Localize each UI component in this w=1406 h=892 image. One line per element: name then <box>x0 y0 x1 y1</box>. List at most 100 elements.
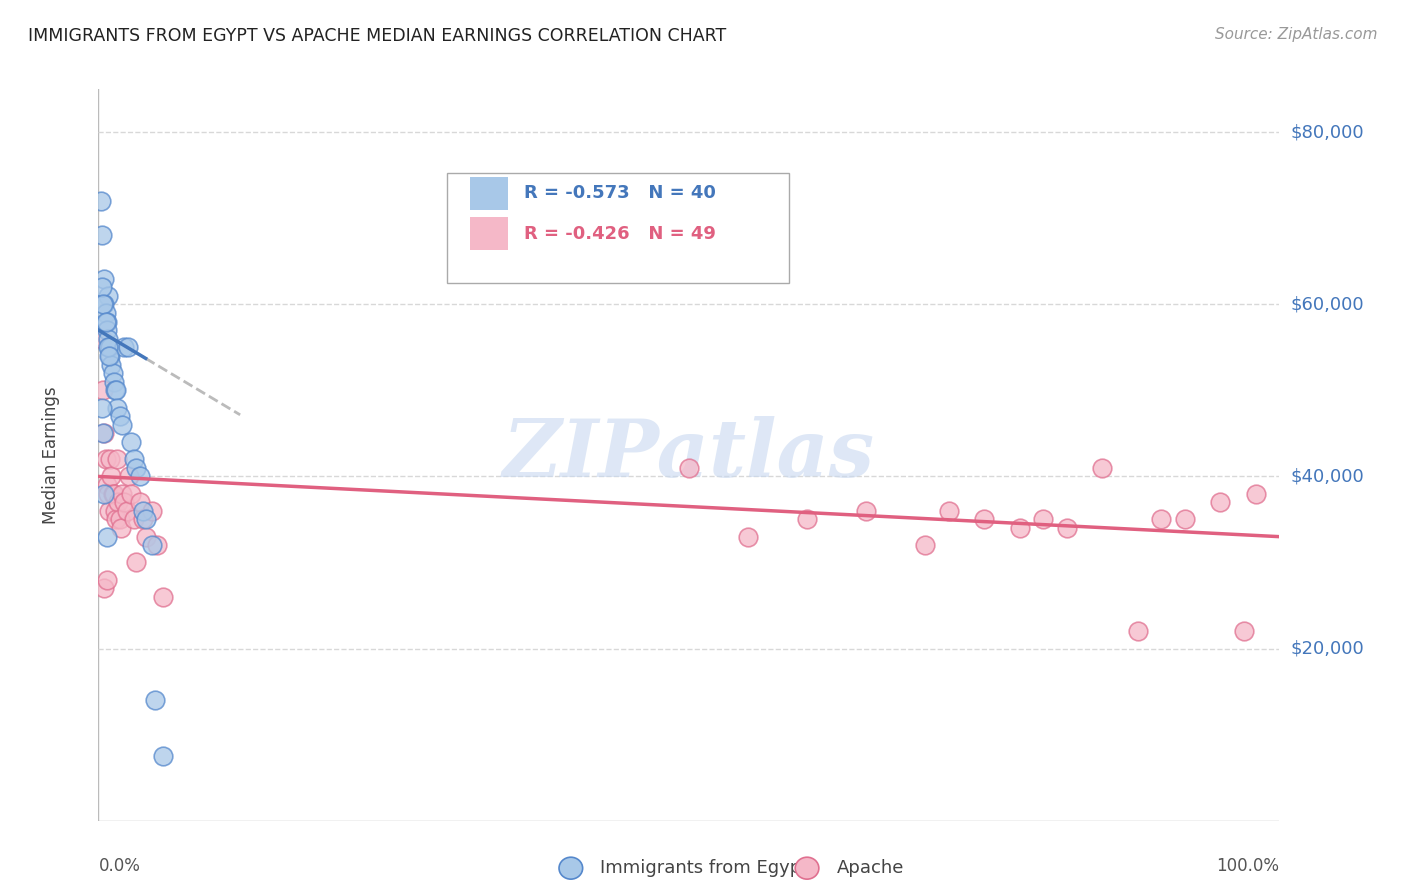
FancyBboxPatch shape <box>471 177 508 210</box>
Text: Apache: Apache <box>837 859 904 877</box>
Ellipse shape <box>560 857 582 880</box>
Point <box>128 469 150 483</box>
Point <box>1174 512 1197 526</box>
Point <box>135 512 157 526</box>
Point <box>101 366 124 380</box>
Point <box>93 486 115 500</box>
Text: Immigrants from Egypt: Immigrants from Egypt <box>600 859 808 877</box>
Point <box>117 340 139 354</box>
Point <box>98 349 121 363</box>
Point <box>1091 460 1114 475</box>
Point <box>914 538 936 552</box>
Point <box>96 314 118 328</box>
Point <box>1126 624 1149 639</box>
Point <box>97 486 120 500</box>
Point <box>135 530 157 544</box>
Text: $40,000: $40,000 <box>1291 467 1364 485</box>
Point <box>91 384 114 398</box>
Point <box>90 194 112 208</box>
Point <box>103 375 125 389</box>
Point <box>96 530 118 544</box>
Point <box>103 486 125 500</box>
Point <box>132 512 155 526</box>
Point <box>91 332 114 346</box>
Point <box>101 486 124 500</box>
Point <box>122 452 145 467</box>
Point <box>152 590 174 604</box>
Point <box>121 486 143 500</box>
Point <box>1032 512 1054 526</box>
Point <box>98 349 121 363</box>
Point <box>105 452 128 467</box>
Point <box>94 306 117 320</box>
Point <box>112 495 135 509</box>
Point <box>796 512 818 526</box>
Point <box>1233 624 1256 639</box>
Point <box>108 409 131 424</box>
Point <box>97 340 120 354</box>
Text: $80,000: $80,000 <box>1291 123 1364 141</box>
Text: R = -0.426   N = 49: R = -0.426 N = 49 <box>523 225 716 243</box>
Point <box>104 384 127 398</box>
Point <box>1150 512 1173 526</box>
Point <box>110 521 132 535</box>
Point <box>93 271 115 285</box>
Point <box>132 504 155 518</box>
Point <box>97 332 120 346</box>
Point <box>96 478 118 492</box>
Point <box>98 340 121 354</box>
Point <box>94 452 117 467</box>
FancyBboxPatch shape <box>471 218 508 250</box>
Point <box>91 426 114 441</box>
FancyBboxPatch shape <box>447 173 789 283</box>
Point <box>152 749 174 764</box>
Point <box>98 452 121 467</box>
Point <box>1056 521 1078 535</box>
Point <box>112 340 135 354</box>
Point <box>1244 486 1267 500</box>
Point <box>97 289 120 303</box>
Text: IMMIGRANTS FROM EGYPT VS APACHE MEDIAN EARNINGS CORRELATION CHART: IMMIGRANTS FROM EGYPT VS APACHE MEDIAN E… <box>28 27 727 45</box>
Point <box>98 340 121 354</box>
Point <box>115 504 138 518</box>
Point <box>678 460 700 475</box>
Point <box>91 297 114 311</box>
Point <box>128 495 150 509</box>
Point <box>146 538 169 552</box>
Point <box>1008 521 1031 535</box>
Point <box>143 693 166 707</box>
Point <box>100 469 122 483</box>
Point <box>938 504 960 518</box>
Point <box>141 504 163 518</box>
Ellipse shape <box>796 857 818 880</box>
Point <box>93 426 115 441</box>
Text: 0.0%: 0.0% <box>98 857 141 875</box>
Point <box>105 401 128 415</box>
Point <box>737 530 759 544</box>
Text: 100.0%: 100.0% <box>1216 857 1279 875</box>
Point <box>91 280 114 294</box>
Point <box>96 323 118 337</box>
Text: R = -0.573   N = 40: R = -0.573 N = 40 <box>523 184 716 202</box>
Point <box>104 504 127 518</box>
Point <box>105 384 128 398</box>
Point <box>91 401 114 415</box>
Point <box>125 556 148 570</box>
Text: $60,000: $60,000 <box>1291 295 1364 313</box>
Point <box>93 297 115 311</box>
Point <box>91 228 114 243</box>
Point <box>93 582 115 596</box>
Text: Median Earnings: Median Earnings <box>42 386 60 524</box>
Point <box>111 486 134 500</box>
Point <box>125 460 148 475</box>
Point <box>100 358 122 372</box>
Text: ZIPatlas: ZIPatlas <box>503 417 875 493</box>
Point <box>105 512 128 526</box>
Point <box>121 435 143 450</box>
Point <box>973 512 995 526</box>
Point <box>122 512 145 526</box>
Point <box>118 469 141 483</box>
Point <box>855 504 877 518</box>
Point <box>141 538 163 552</box>
Text: $20,000: $20,000 <box>1291 640 1364 657</box>
